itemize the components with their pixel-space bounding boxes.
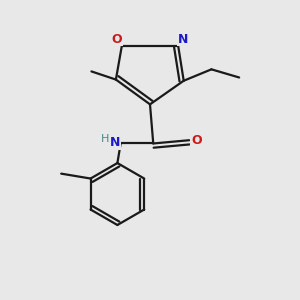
Text: H: H — [101, 134, 109, 144]
Text: N: N — [110, 136, 120, 149]
Text: O: O — [112, 33, 122, 46]
Text: O: O — [191, 134, 202, 147]
Text: N: N — [178, 33, 188, 46]
